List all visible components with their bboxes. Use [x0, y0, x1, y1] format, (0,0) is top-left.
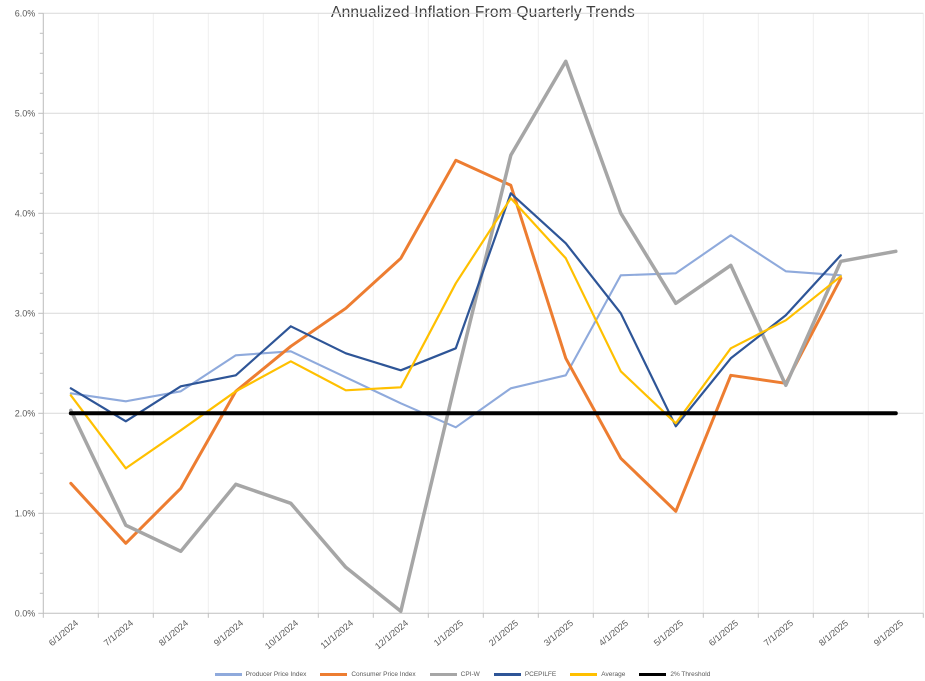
series-line-pcepilfe: [69, 192, 842, 428]
x-tick-label: 2/1/2025: [487, 618, 520, 648]
legend-label: CPI-W: [460, 671, 480, 678]
legend-item-consumer-price-index: Consumer Price Index: [320, 671, 416, 678]
y-tick-label: 6.0%: [15, 9, 36, 19]
legend-swatch-line: [429, 673, 457, 676]
legend-label: 2% Threshold: [670, 671, 711, 678]
x-tick-label: 10/1/2024: [263, 618, 300, 651]
legend-label: Producer Price Index: [245, 671, 307, 678]
legend-item-cpi-w: CPI-W: [429, 671, 480, 678]
x-tick-label: 5/1/2025: [652, 618, 685, 648]
y-tick-label: 3.0%: [15, 309, 36, 319]
series-line-average: [69, 197, 842, 470]
series-line-producer-price-index: [69, 234, 842, 429]
x-tick-label: 3/1/2025: [542, 618, 575, 648]
legend-item-average: Average: [570, 671, 625, 678]
y-tick-label: 2.0%: [15, 409, 36, 419]
x-tick-label: 6/1/2025: [707, 618, 740, 648]
x-tick-label: 12/1/2024: [373, 618, 410, 651]
x-tick-label: 4/1/2025: [597, 618, 630, 648]
x-tick-label: 7/1/2025: [762, 618, 795, 648]
x-tick-label: 8/1/2024: [157, 618, 190, 648]
legend-swatch-line: [493, 673, 521, 676]
legend-label: Consumer Price Index: [351, 671, 416, 678]
series-line-consumer-price-index: [69, 158, 843, 545]
legend-label: PCEPILFE: [524, 671, 557, 678]
legend-swatch-line: [570, 673, 598, 676]
legend-label: Average: [601, 671, 626, 678]
x-tick-label: 9/1/2025: [872, 618, 905, 648]
x-tick-label: 6/1/2024: [47, 618, 80, 648]
x-tick-label: 8/1/2025: [817, 618, 850, 648]
x-tick-label: 11/1/2024: [318, 618, 355, 651]
legend: Producer Price Index Consumer Price Index…: [0, 671, 925, 678]
legend-swatch-line: [214, 673, 242, 676]
y-tick-label: 5.0%: [15, 109, 36, 119]
y-tick-label: 1.0%: [15, 509, 36, 519]
y-tick-label: 4.0%: [15, 209, 36, 219]
legend-swatch-line: [320, 673, 348, 676]
legend-swatch-line: [639, 673, 667, 676]
legend-item-pcepilfe: PCEPILFE: [493, 671, 557, 678]
chart-title: Annualized Inflation From Quarterly Tren…: [331, 4, 635, 21]
x-tick-label: 1/1/2025: [432, 618, 465, 648]
legend-item-producer-price-index: Producer Price Index: [214, 671, 307, 678]
plot-area: 0.0% 1.0% 2.0% 3.0% 4.0% 5.0% 6.0% 6/1/2024 7/1/…: [15, 9, 924, 651]
legend-item-2-threshold: 2% Threshold: [639, 671, 710, 678]
y-tick-label: 0.0%: [15, 609, 36, 619]
x-tick-label: 9/1/2024: [212, 618, 245, 648]
x-tick-label: 7/1/2024: [102, 618, 135, 648]
